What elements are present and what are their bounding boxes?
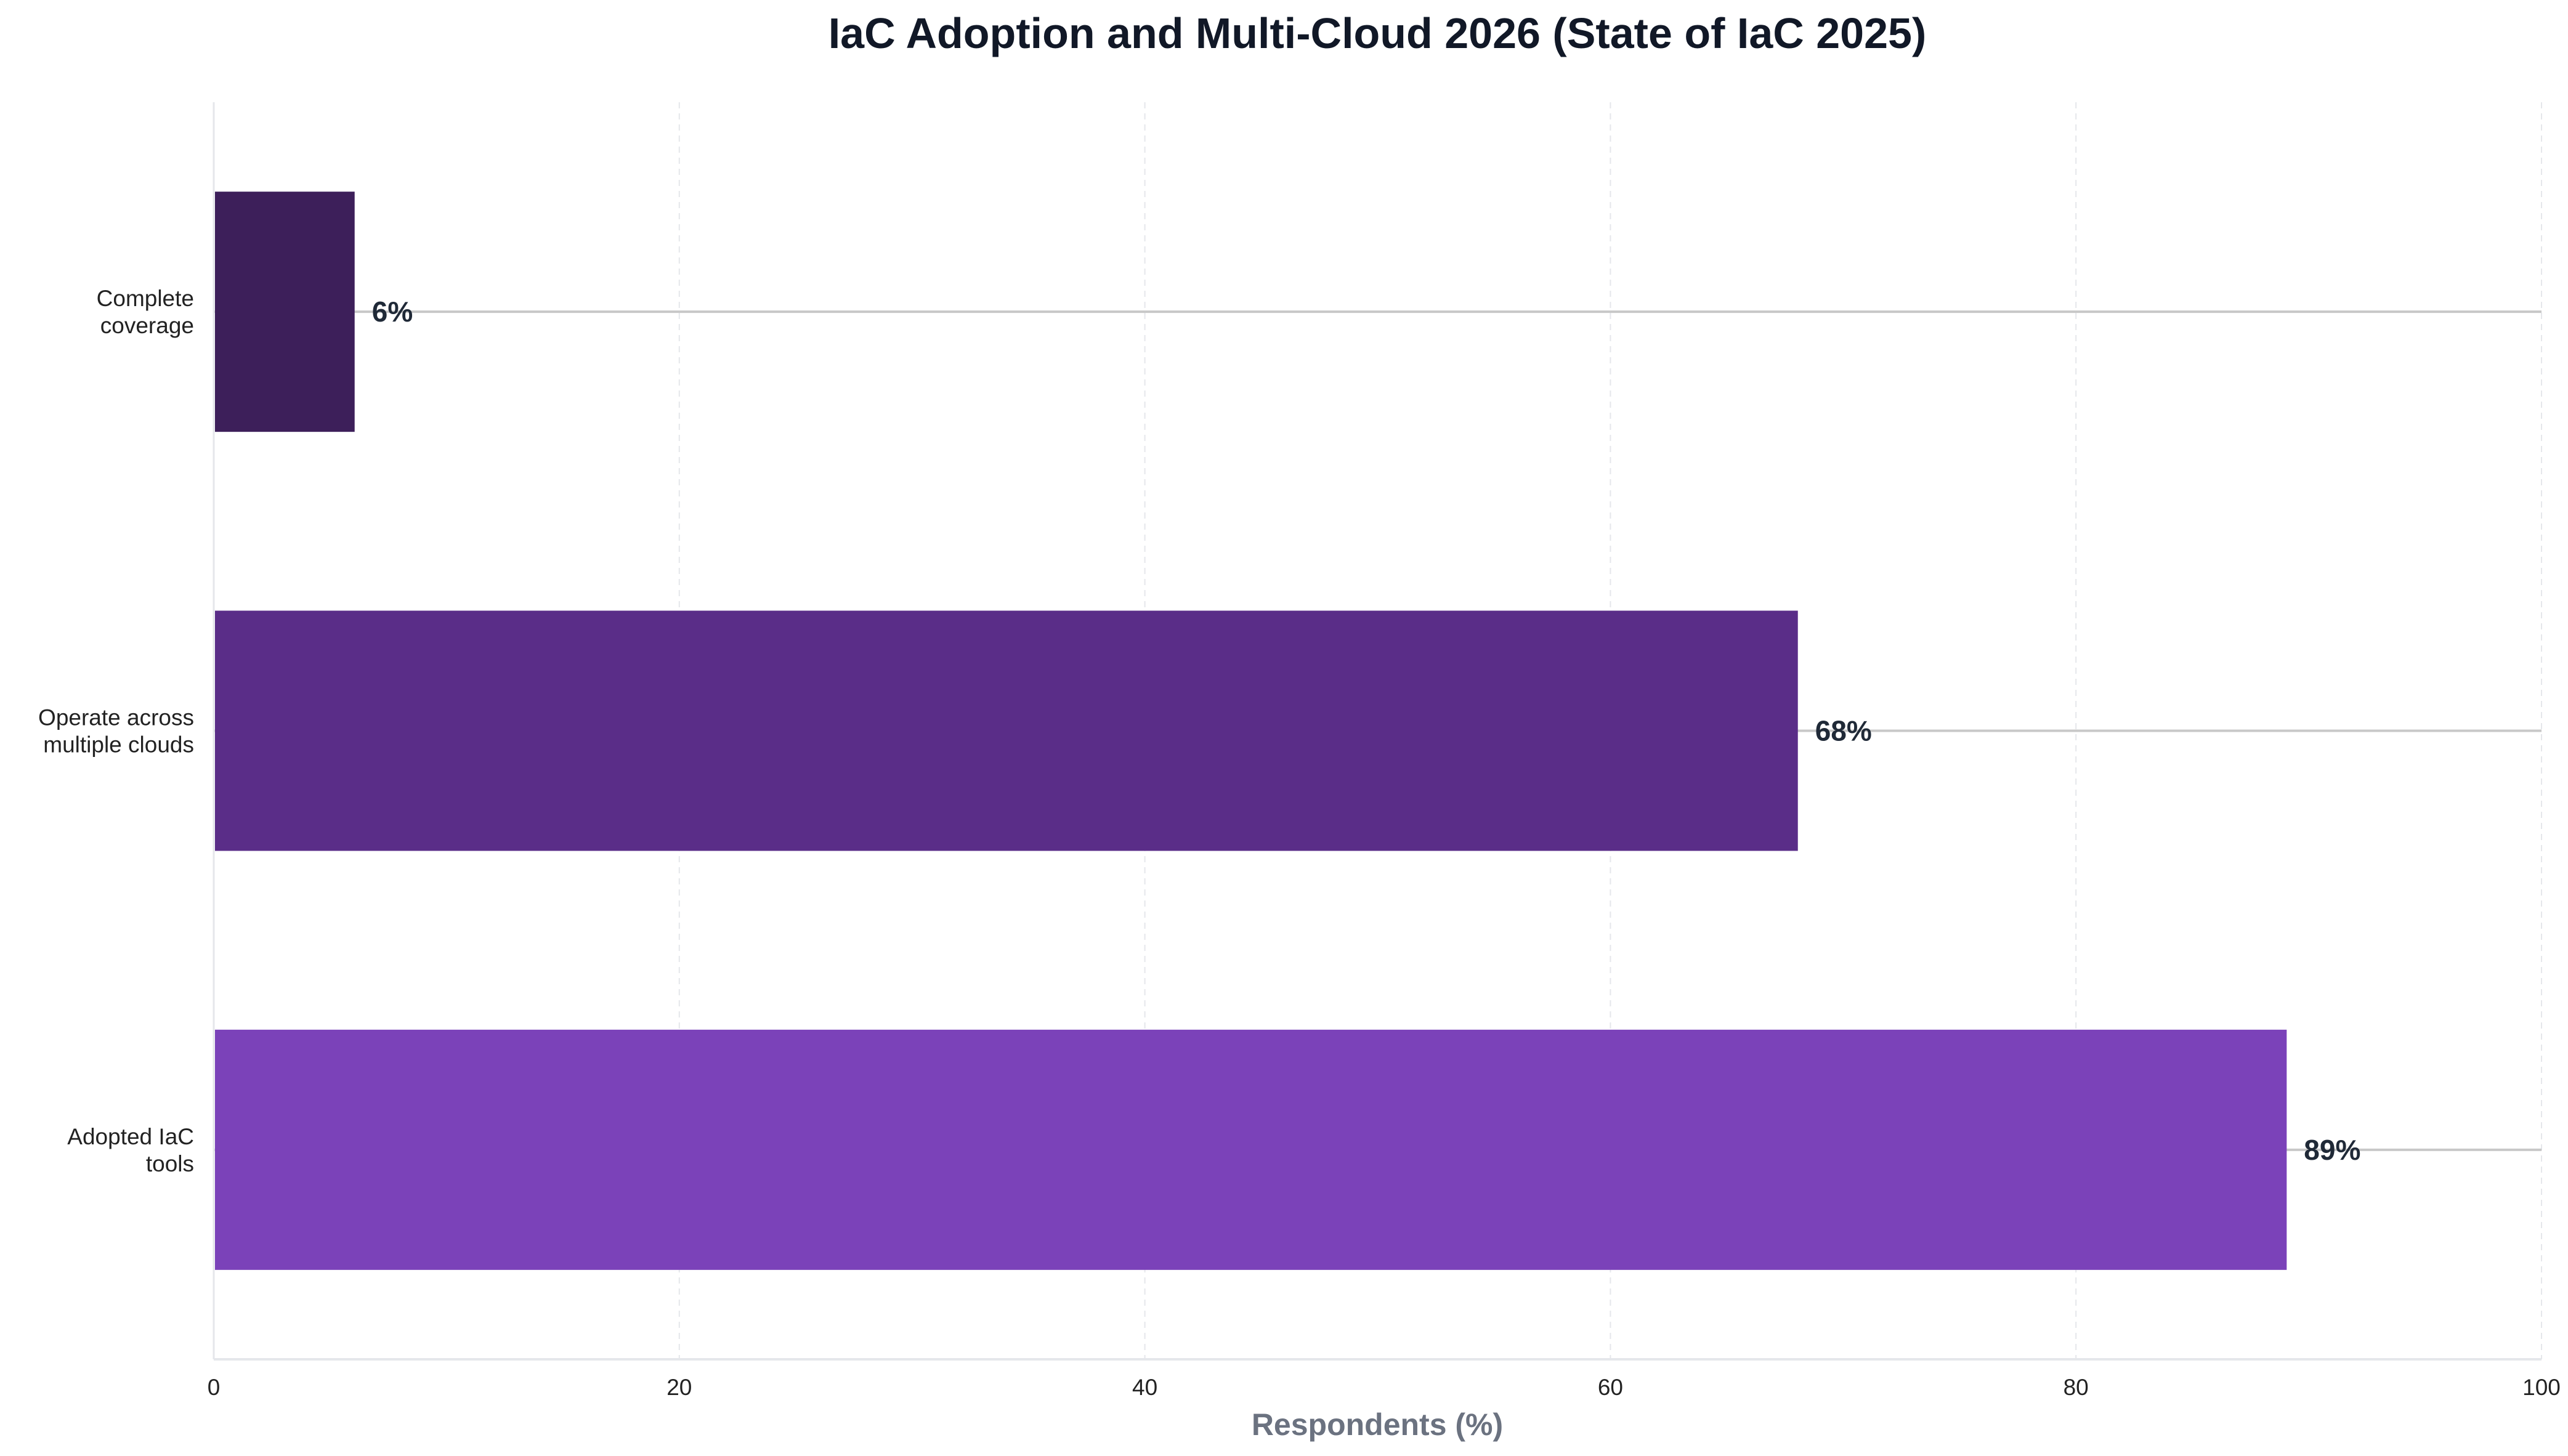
- y-tick-label: Complete coverage: [97, 286, 194, 338]
- y-tick-label: Operate across multiple clouds: [38, 705, 194, 758]
- value-label: 68%: [1815, 715, 1872, 747]
- x-tick-label: 80: [2064, 1375, 2089, 1400]
- x-tick-label: 60: [1598, 1375, 1623, 1400]
- bar: [215, 1029, 2287, 1270]
- x-tick-label: 20: [666, 1375, 692, 1400]
- x-axis-label: Respondents (%): [1252, 1407, 1503, 1442]
- x-tick-label: 100: [2522, 1375, 2561, 1400]
- y-tick-label: Adopted IaC tools: [67, 1124, 194, 1176]
- bar: [215, 610, 1798, 851]
- x-tick-label: 40: [1132, 1375, 1157, 1400]
- value-label: 6%: [372, 296, 413, 328]
- bar: [215, 192, 355, 432]
- x-tick-label: 0: [208, 1375, 221, 1400]
- chart-title: IaC Adoption and Multi-Cloud 2026 (State…: [828, 9, 1927, 57]
- value-label: 89%: [2304, 1134, 2360, 1166]
